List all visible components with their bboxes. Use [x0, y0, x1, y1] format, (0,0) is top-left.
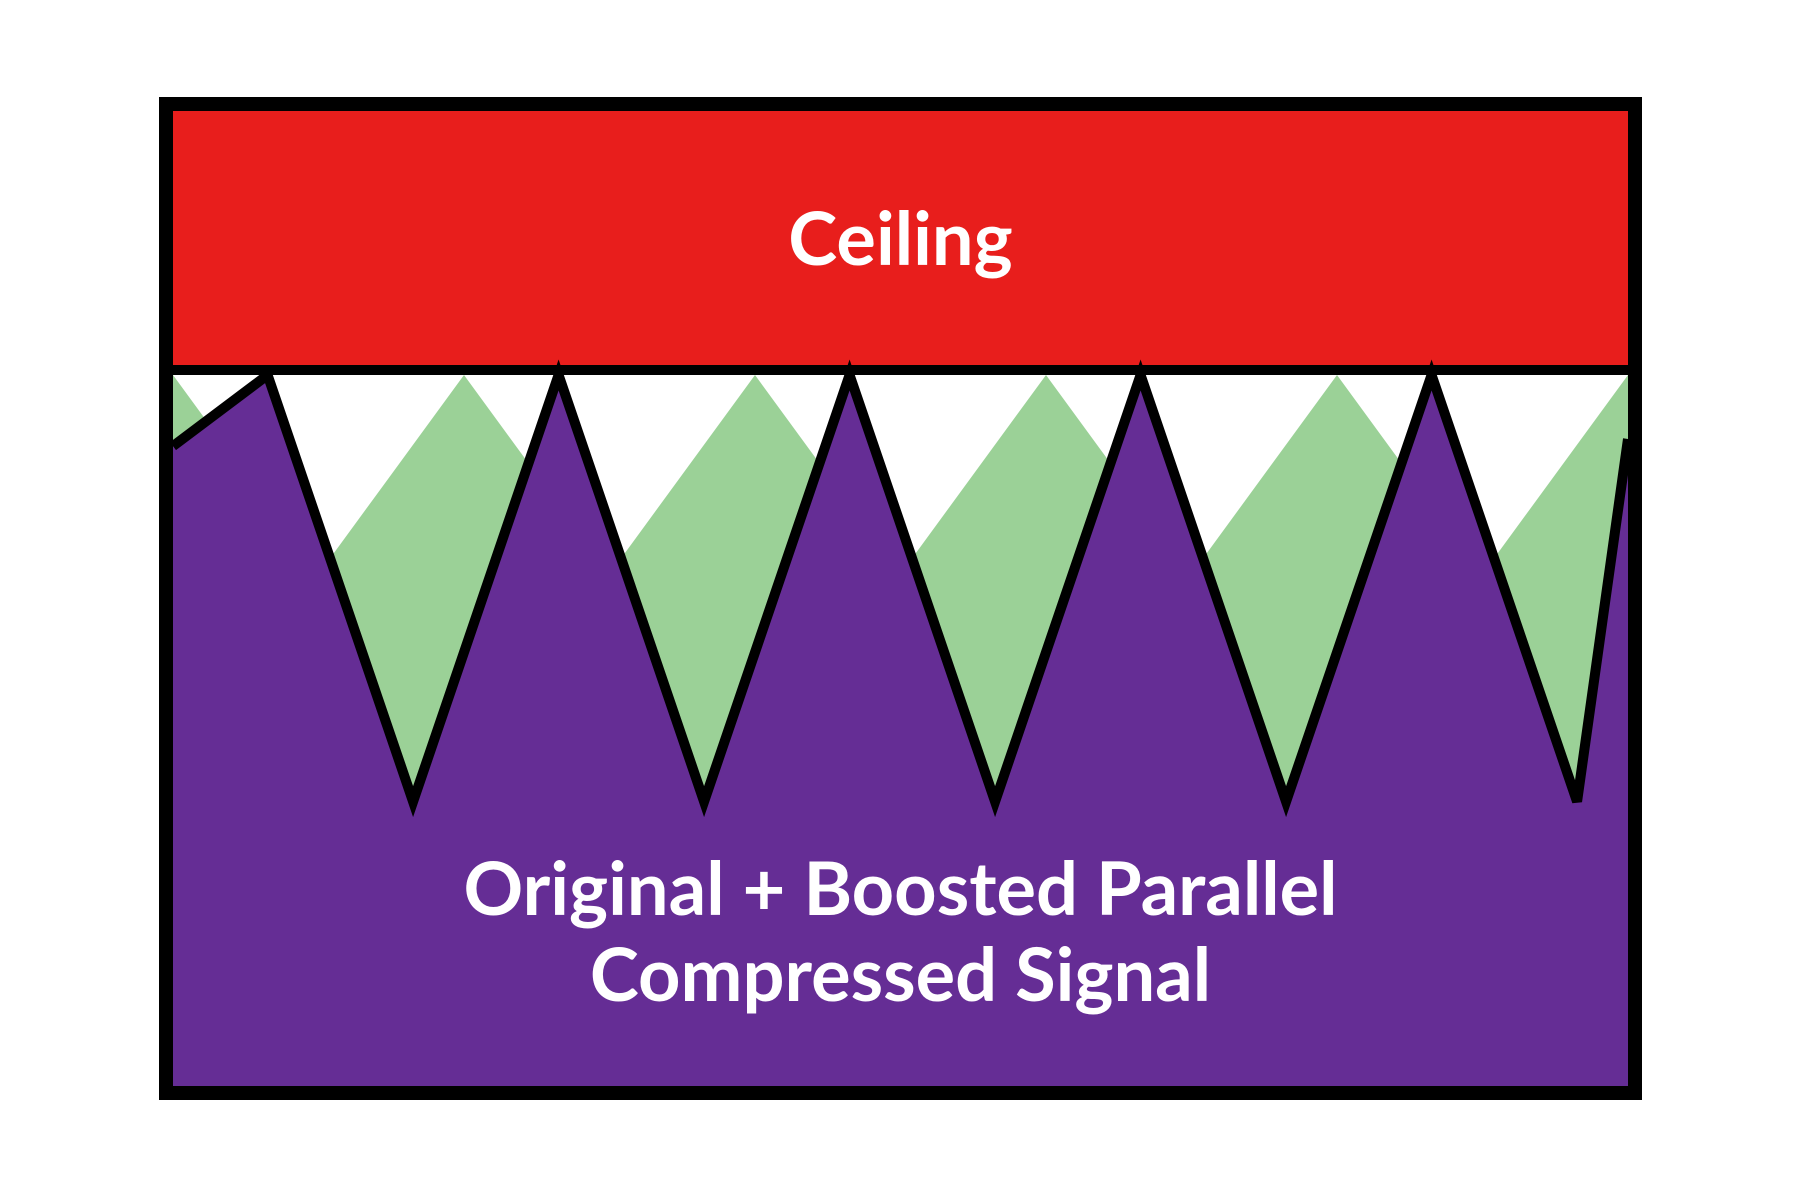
ceiling-label: Ceiling: [173, 194, 1628, 279]
purple-wave-label-line2: Compressed Signal: [173, 930, 1628, 1015]
diagram-frame: Ceiling Original + Boosted ParallelCompre…: [159, 97, 1642, 1100]
purple-wave-label-line1: Original + Boosted Parallel: [173, 844, 1628, 929]
purple-wave-label: Original + Boosted ParallelCompressed Si…: [173, 844, 1628, 1014]
